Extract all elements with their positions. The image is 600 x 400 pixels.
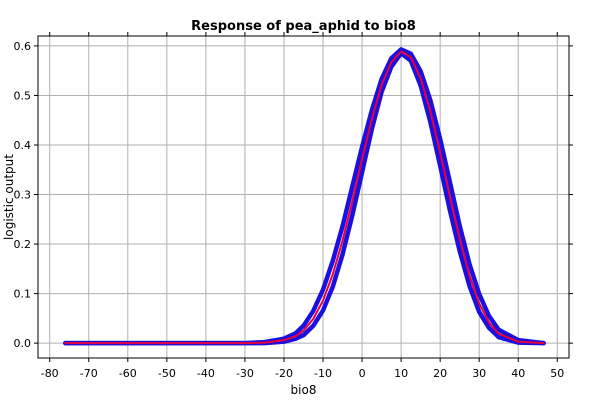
- x-tick-label: 40: [511, 367, 525, 380]
- x-tick-label: 50: [550, 367, 564, 380]
- y-tick-label: 0.5: [14, 89, 32, 102]
- y-tick-label: 0.6: [14, 40, 32, 53]
- x-tick-label: -10: [314, 367, 332, 380]
- sd-band-line-mean-minus-sd: [63, 51, 546, 346]
- y-axis-label: logistic output: [2, 154, 16, 240]
- y-tick-label: 0.1: [14, 288, 32, 301]
- x-axis-label: bio8: [291, 383, 317, 397]
- x-tick-label: -60: [119, 367, 137, 380]
- x-tick-label: -40: [197, 367, 215, 380]
- mean-response-line: [64, 50, 545, 345]
- x-tick-label: -70: [80, 367, 98, 380]
- x-tick-label: 0: [359, 367, 366, 380]
- x-tick-label: 10: [394, 367, 408, 380]
- x-tick-label: -80: [41, 367, 59, 380]
- plot-frame: [37, 35, 570, 359]
- grid-layer: [38, 36, 569, 358]
- x-tick-label: -50: [158, 367, 176, 380]
- x-tick-label: -20: [275, 367, 293, 380]
- x-tick-label: 30: [472, 367, 486, 380]
- y-tick-label: 0.0: [14, 337, 32, 350]
- y-tick-label: 0.2: [14, 238, 32, 251]
- y-tick-label: 0.3: [14, 189, 32, 202]
- y-tick-label: 0.4: [14, 139, 32, 152]
- sd-band-line-mean-plus-sd: [63, 47, 546, 346]
- x-tick-label: -30: [236, 367, 254, 380]
- series-layer: [63, 47, 546, 346]
- tick-layer: -80 -70 -60 -50 -40 -30 -20 -10 0 10 20 30 40 50 0.0 0.…: [14, 32, 573, 380]
- chart-title: Response of pea_aphid to bio8: [191, 19, 416, 34]
- x-tick-label: 20: [433, 367, 447, 380]
